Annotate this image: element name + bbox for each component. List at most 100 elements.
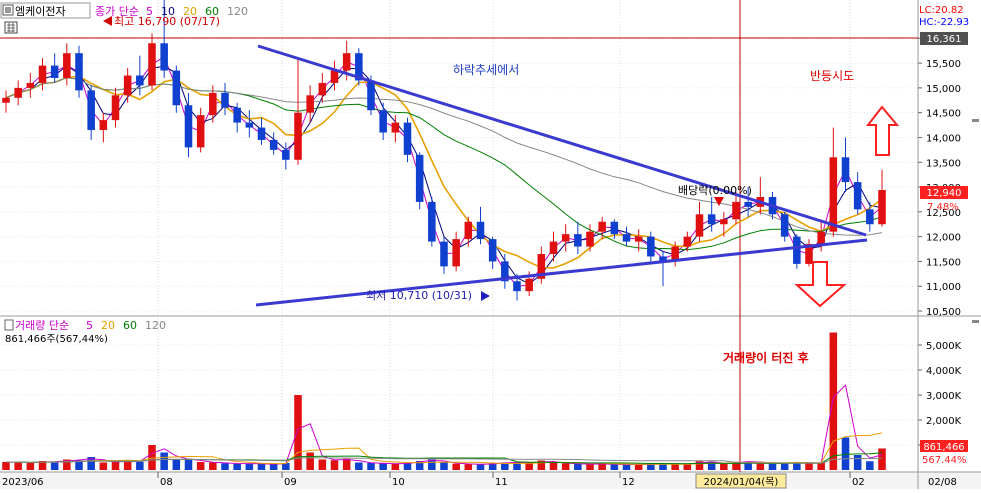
- price-tick-label: 10,500: [926, 307, 961, 318]
- candle-body: [367, 80, 375, 111]
- grid-toggle-button[interactable]: [4, 21, 18, 34]
- last-price-box: [920, 186, 968, 199]
- volume-bar: [184, 458, 193, 470]
- candlesticks: [2, 0, 886, 301]
- ma-legend-item: 60: [205, 5, 219, 18]
- candle-body: [209, 92, 217, 116]
- volume-bar: [574, 464, 582, 470]
- price-scroll-handle[interactable]: [972, 119, 979, 122]
- x-axis-label: 11: [495, 477, 508, 488]
- candle-body: [561, 234, 570, 242]
- volume-bar: [245, 463, 254, 470]
- last-volume-label: 861,466: [923, 442, 964, 453]
- x-axis-label: 09: [284, 477, 297, 488]
- volume-scroll-handle[interactable]: [972, 320, 979, 323]
- ma-legend-item: 20: [183, 5, 197, 18]
- volume-bar: [598, 463, 606, 470]
- last-price-label: 12,940: [927, 188, 962, 199]
- candle-body: [355, 53, 363, 81]
- price-panel: [0, 0, 918, 316]
- volume-bar: [391, 464, 400, 470]
- candle-body: [221, 92, 229, 108]
- ma-legend-item: 10: [161, 5, 175, 18]
- x-axis-panel: [0, 472, 981, 489]
- volume-bar: [440, 462, 448, 470]
- candle-body: [2, 97, 10, 103]
- candle-body: [720, 219, 728, 225]
- volume-ma-legend-item: 5: [86, 319, 93, 332]
- volume-bar: [744, 461, 752, 470]
- candle-body: [318, 82, 327, 96]
- candle-body: [306, 95, 314, 113]
- volume-bar: [768, 463, 777, 470]
- ref-value-label: 16,361: [927, 34, 962, 45]
- volume-bar: [111, 461, 120, 470]
- volume-bar: [257, 464, 266, 470]
- cursor-date-box: [695, 473, 787, 489]
- volume-panel: [0, 316, 918, 472]
- volume-ma-legend-item: 20: [101, 319, 115, 332]
- volume-bar: [488, 463, 497, 470]
- volume-bar: [793, 462, 801, 470]
- volume-bar: [476, 464, 485, 470]
- candle-body: [501, 261, 509, 282]
- volume-bar: [379, 463, 387, 470]
- price-tick-label: 11,000: [926, 282, 961, 293]
- candle-body: [610, 221, 619, 235]
- volume-bar: [99, 462, 108, 470]
- last-change-label: 7.48%: [927, 202, 959, 213]
- volume-bar: [841, 437, 850, 470]
- volume-settings-button[interactable]: [4, 319, 14, 331]
- candle-body: [391, 122, 400, 133]
- volume-bar: [622, 464, 631, 470]
- candle-body: [683, 236, 692, 247]
- volume-bar: [659, 463, 667, 470]
- candle-body: [732, 201, 740, 220]
- rebound-label: 반등시도: [810, 69, 854, 83]
- candle-body: [26, 82, 35, 88]
- low-label: 최저 10,710 (10/31): [366, 289, 472, 302]
- volume-ma-legend: 5 20 60 120: [86, 319, 166, 332]
- candle-body: [87, 90, 95, 131]
- volume-bar: [634, 464, 643, 470]
- volume-bar: [306, 452, 314, 470]
- volume-bar: [428, 459, 436, 470]
- candle-body: [647, 236, 655, 257]
- volume-bar: [75, 460, 83, 470]
- candle-body: [379, 110, 387, 133]
- volume-bar: [415, 461, 424, 470]
- x-axis-label: 10: [392, 477, 405, 488]
- candle-body: [549, 241, 558, 254]
- volume-bar: [780, 463, 789, 470]
- header-stock-box[interactable]: [0, 2, 91, 19]
- volume-bar: [342, 458, 351, 470]
- price-legend-label: 종가 단순: [95, 5, 139, 18]
- volume-bar: [294, 395, 302, 470]
- price-tick-label: 15,000: [926, 84, 961, 95]
- volume-bar: [586, 464, 594, 470]
- volume-bar: [671, 464, 679, 470]
- candle-body: [513, 281, 521, 292]
- candle-body: [415, 154, 424, 202]
- candle-body: [245, 122, 254, 128]
- price-tick-label: 12,000: [926, 233, 961, 244]
- candle-body: [793, 236, 801, 264]
- volume-bar: [367, 463, 375, 470]
- volume-tick-label: 5,000K: [926, 341, 962, 352]
- candle-body: [148, 43, 156, 86]
- candle-body: [525, 278, 533, 292]
- volume-bar: [14, 462, 22, 470]
- volume-label: 거래량 단순: [15, 319, 69, 332]
- volume-bar: [695, 461, 704, 470]
- x-axis-label: 12: [622, 477, 635, 488]
- candle-body: [440, 241, 448, 267]
- candle-body: [634, 236, 643, 242]
- volume-bar: [87, 457, 95, 470]
- volume-bar: [452, 463, 460, 470]
- support-trendline: [255, 238, 868, 307]
- candle-body: [50, 65, 59, 78]
- volume-bar: [2, 462, 10, 470]
- candle-body: [123, 75, 132, 96]
